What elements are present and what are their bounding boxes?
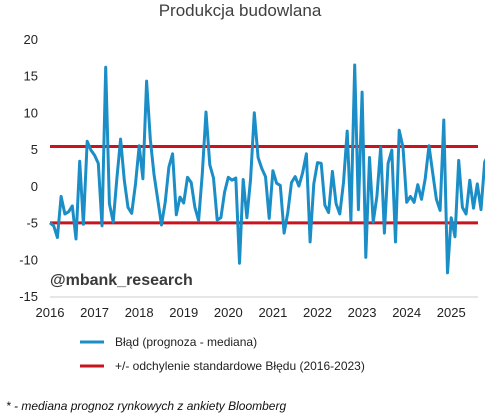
y-tick-label: 15 [24,69,38,84]
y-tick-label: -15 [19,289,38,304]
y-tick-label: 20 [24,32,38,47]
legend-label-std-dev: +/- odchylenie standardowe Błędu (2016-2… [115,359,365,373]
x-axis: 2016 2017 2018 2019 2020 2021 2022 2023 2024 2025 [36,296,478,320]
y-tick-label: -5 [26,216,38,231]
legend: Błąd (prognoza - mediana) +/- odchylenie… [80,335,365,373]
x-tick-label: 2024 [392,305,421,320]
watermark: @mbank_research [50,272,193,289]
footnote: * - mediana prognoz rynkowych z ankiety … [6,399,287,413]
series-group [49,63,485,275]
x-tick-label: 2017 [80,305,109,320]
x-tick-label: 2025 [437,305,466,320]
chart-title: Produkcja budowlana [159,1,322,20]
x-tick-label: 2018 [125,305,154,320]
legend-label-error: Błąd (prognoza - mediana) [115,335,257,349]
x-tick-label: 2023 [348,305,377,320]
x-tick-label: 2021 [258,305,287,320]
y-axis: -15 -10 -5 0 5 10 15 20 [19,32,38,304]
y-tick-label: 5 [31,142,38,157]
y-tick-label: 0 [31,179,38,194]
y-tick-label: -10 [19,252,38,267]
x-tick-label: 2020 [214,305,243,320]
x-tick-label: 2019 [169,305,198,320]
series-line-error [49,63,485,275]
y-tick-label: 10 [24,105,38,120]
x-tick-label: 2022 [303,305,332,320]
x-tick-label: 2016 [36,305,65,320]
